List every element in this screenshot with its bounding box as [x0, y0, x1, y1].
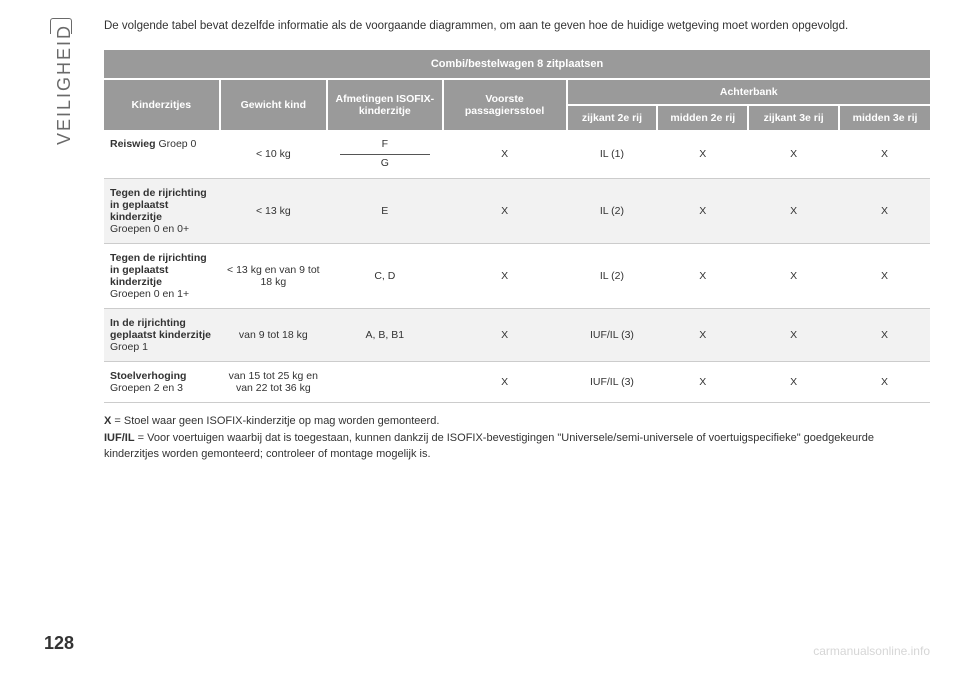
cell-r2m: X [657, 179, 748, 244]
cell-r3m: X [839, 362, 930, 403]
cell-dim: F G [327, 130, 443, 179]
cell-label: Tegen de rijrichting in geplaatst kinder… [104, 179, 220, 244]
cell-r2s: IUF/IL (3) [567, 309, 658, 362]
th-zij2e: zijkant 2e rij [567, 105, 658, 130]
page-number: 128 [44, 633, 74, 654]
cell-dim [327, 362, 443, 403]
side-section-label: VEILIGHEID [54, 24, 75, 145]
cell-r2s: IL (2) [567, 179, 658, 244]
cell-r3m: X [839, 179, 930, 244]
th-kinderzitjes: Kinderzitjes [104, 79, 220, 130]
cell-front: X [443, 362, 567, 403]
cell-r2m: X [657, 309, 748, 362]
cell-dim: E [327, 179, 443, 244]
cell-r3s: X [748, 130, 839, 179]
table-row: Reiswieg Groep 0 < 10 kg F G X IL (1) X … [104, 130, 930, 179]
cell-weight: < 10 kg [220, 130, 327, 179]
th-mid3e: midden 3e rij [839, 105, 930, 130]
th-zij3e: zijkant 3e rij [748, 105, 839, 130]
cell-weight: < 13 kg [220, 179, 327, 244]
watermark: carmanualsonline.info [813, 644, 930, 658]
th-mid2e: midden 2e rij [657, 105, 748, 130]
cell-r2s: IL (1) [567, 130, 658, 179]
cell-r3m: X [839, 130, 930, 179]
table-title: Combi/bestelwagen 8 zitplaatsen [104, 50, 930, 79]
cell-dim: C, D [327, 244, 443, 309]
cell-r3m: X [839, 309, 930, 362]
footnotes: X = Stoel waar geen ISOFIX-kinderzitje o… [104, 413, 930, 463]
cell-r2s: IL (2) [567, 244, 658, 309]
isofix-table: Combi/bestelwagen 8 zitplaatsen Kinderzi… [104, 50, 930, 403]
page-content: De volgende tabel bevat dezelfde informa… [104, 18, 930, 463]
cell-r2s: IUF/IL (3) [567, 362, 658, 403]
cell-label: In de rijrichting geplaatst kinderzitje … [104, 309, 220, 362]
cell-r3s: X [748, 309, 839, 362]
table-row: In de rijrichting geplaatst kinderzitje … [104, 309, 930, 362]
cell-r3s: X [748, 362, 839, 403]
cell-r2m: X [657, 244, 748, 309]
cell-r2m: X [657, 362, 748, 403]
cell-r3m: X [839, 244, 930, 309]
cell-front: X [443, 130, 567, 179]
th-gewicht: Gewicht kind [220, 79, 327, 130]
cell-weight: van 9 tot 18 kg [220, 309, 327, 362]
intro-text: De volgende tabel bevat dezelfde informa… [104, 18, 930, 34]
cell-label: Stoelverhoging Groepen 2 en 3 [104, 362, 220, 403]
cell-dim: A, B, B1 [327, 309, 443, 362]
cell-r2m: X [657, 130, 748, 179]
th-achterbank: Achterbank [567, 79, 930, 105]
th-afmetingen: Afmetingen ISOFIX-kinderzitje [327, 79, 443, 130]
cell-front: X [443, 179, 567, 244]
cell-front: X [443, 244, 567, 309]
cell-label: Reiswieg Groep 0 [104, 130, 220, 179]
cell-front: X [443, 309, 567, 362]
th-voorste: Voorste passagiersstoel [443, 79, 567, 130]
cell-r3s: X [748, 179, 839, 244]
cell-label: Tegen de rijrichting in geplaatst kinder… [104, 244, 220, 309]
cell-weight: van 15 tot 25 kg en van 22 tot 36 kg [220, 362, 327, 403]
cell-r3s: X [748, 244, 839, 309]
table-row: Tegen de rijrichting in geplaatst kinder… [104, 244, 930, 309]
cell-weight: < 13 kg en van 9 tot 18 kg [220, 244, 327, 309]
table-row: Tegen de rijrichting in geplaatst kinder… [104, 179, 930, 244]
table-row: Stoelverhoging Groepen 2 en 3 van 15 tot… [104, 362, 930, 403]
